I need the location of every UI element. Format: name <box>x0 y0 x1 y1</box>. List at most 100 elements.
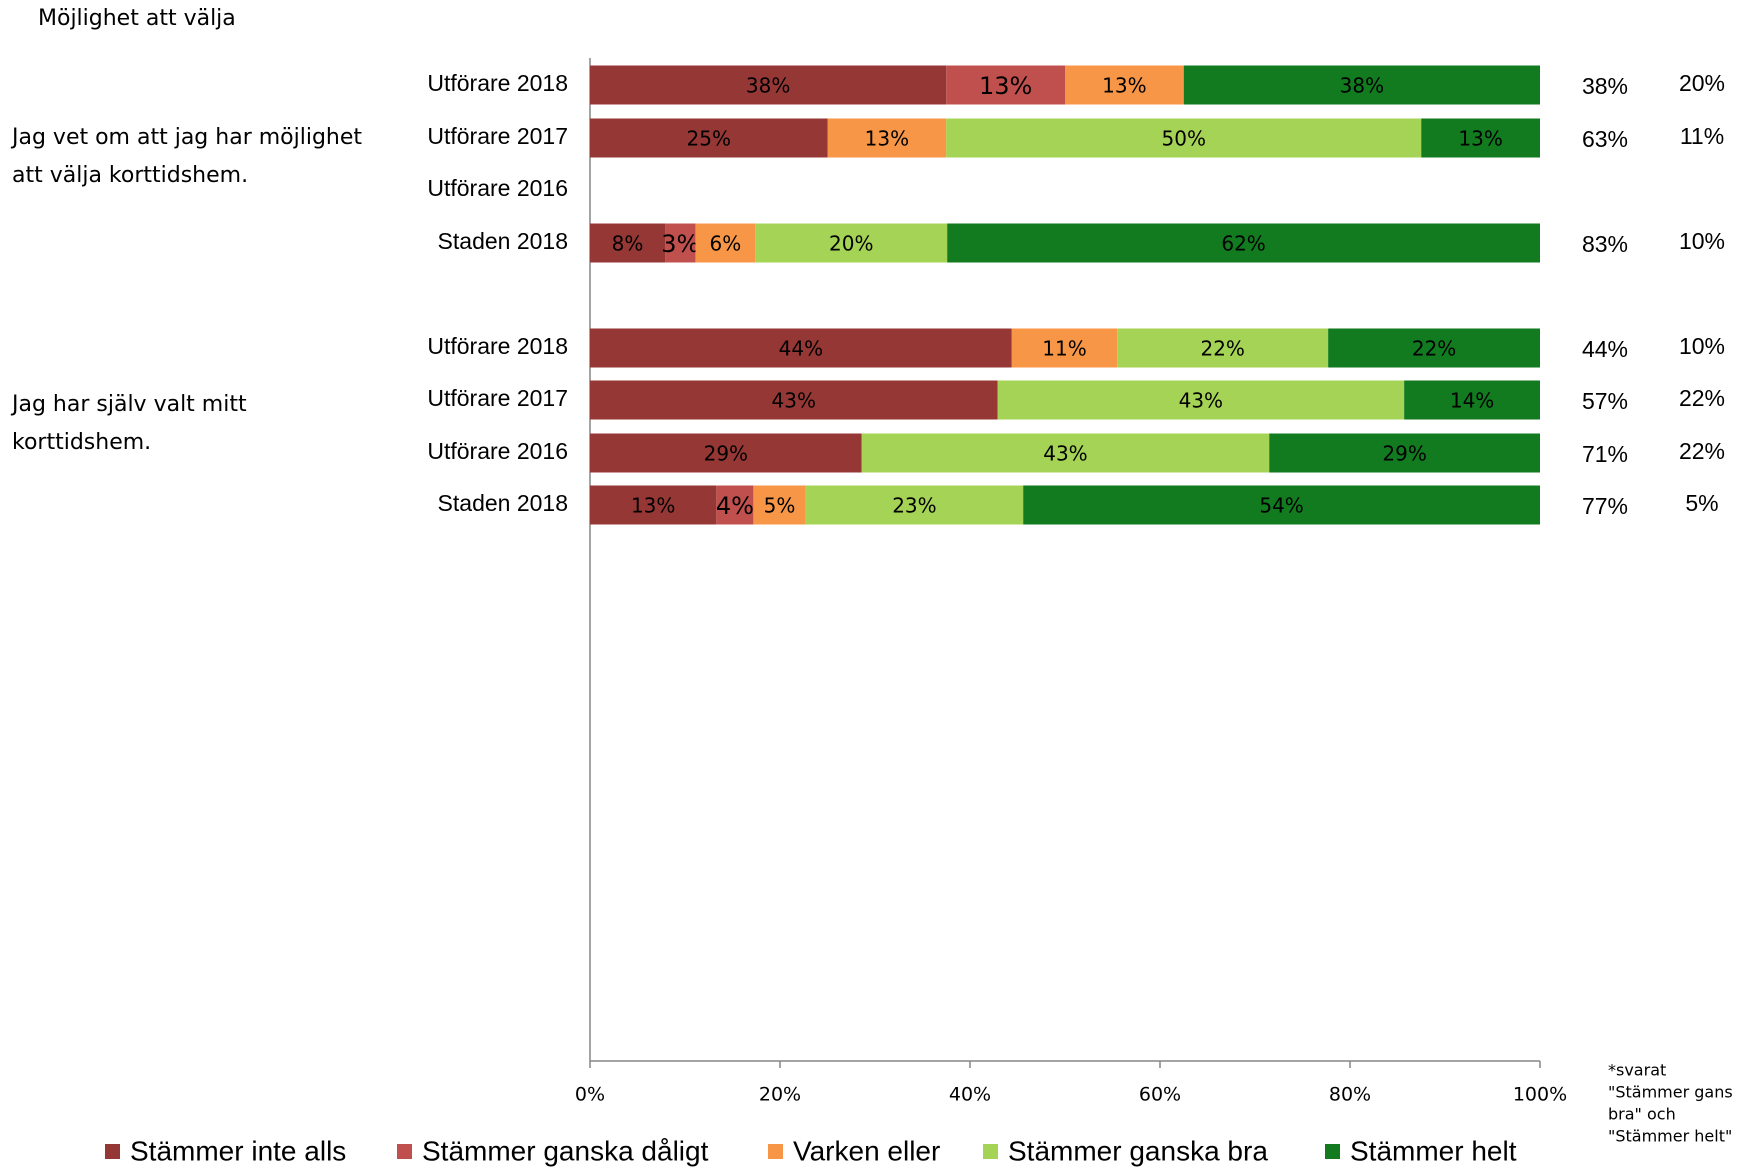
data-label: 29% <box>704 442 748 466</box>
bar-segment <box>590 65 947 105</box>
legend-label: Stämmer ganska dåligt <box>422 1135 709 1166</box>
row-label: Utförare 2016 <box>427 175 568 201</box>
bar-segment <box>753 485 806 525</box>
row-label: Staden 2018 <box>438 228 568 254</box>
row-label: Utförare 2017 <box>427 123 568 149</box>
bar-segment <box>695 223 756 263</box>
question-label: Jag vet om att jag har möjlighet <box>10 125 362 150</box>
data-label: 23% <box>892 494 936 518</box>
data-label: 43% <box>1043 442 1087 466</box>
footnote: bra" och <box>1608 1105 1676 1124</box>
legend-swatch <box>397 1144 412 1159</box>
summary-value: 5% <box>1685 490 1718 516</box>
data-label: 38% <box>746 74 790 98</box>
data-label: 13% <box>865 127 909 151</box>
data-label: 13% <box>979 72 1032 100</box>
bar-segment <box>590 118 828 158</box>
legend-label: Varken eller <box>793 1135 940 1166</box>
data-label: 5% <box>764 494 796 518</box>
chart-title: Möjlighet att välja <box>38 6 236 31</box>
data-label: 20% <box>829 232 873 256</box>
bar-segment <box>1269 433 1540 473</box>
data-label: 43% <box>1179 389 1223 413</box>
summary-value: 71% <box>1582 441 1628 467</box>
bar-segment <box>1421 118 1540 158</box>
x-tick-label: 0% <box>575 1084 605 1106</box>
bar-segment <box>997 380 1405 420</box>
bar-segment <box>946 65 1065 105</box>
legend-label: Stämmer ganska bra <box>1008 1135 1268 1166</box>
bar-segment <box>861 433 1270 473</box>
data-label: 4% <box>716 492 754 520</box>
data-label: 3% <box>661 230 699 258</box>
bar-segment <box>590 485 717 525</box>
question-label: att välja korttidshem. <box>12 163 248 188</box>
summary-value: 44% <box>1582 336 1628 362</box>
summary-value: 20% <box>1679 70 1725 96</box>
x-tick-label: 80% <box>1329 1084 1371 1106</box>
data-label: 54% <box>1259 494 1303 518</box>
data-label: 29% <box>1382 442 1426 466</box>
legend-label: Stämmer helt <box>1350 1135 1517 1166</box>
bar-segment <box>590 433 862 473</box>
legend-swatch <box>1325 1144 1340 1159</box>
legend-swatch <box>105 1144 120 1159</box>
summary-value: 10% <box>1679 228 1725 254</box>
x-tick-label: 40% <box>949 1084 991 1106</box>
footnote: "Stämmer gans <box>1608 1083 1733 1102</box>
summary-value: 57% <box>1582 388 1628 414</box>
bar-segment <box>946 118 1422 158</box>
bar-segment <box>1023 485 1540 525</box>
legend-swatch <box>768 1144 783 1159</box>
data-label: 44% <box>779 337 823 361</box>
question-label: Jag har själv valt mitt <box>10 392 247 417</box>
data-label: 13% <box>631 494 675 518</box>
bar-segment <box>827 118 947 158</box>
bar-segment <box>805 485 1024 525</box>
footnote: "Stämmer helt" <box>1608 1127 1732 1146</box>
legend-label: Stämmer inte alls <box>130 1135 346 1166</box>
summary-value: 11% <box>1680 123 1724 149</box>
summary-value: 22% <box>1679 438 1725 464</box>
x-tick-label: 60% <box>1139 1084 1181 1106</box>
data-label: 6% <box>710 232 742 256</box>
data-label: 22% <box>1412 337 1456 361</box>
question-label: korttidshem. <box>12 430 151 455</box>
data-label: 25% <box>687 127 731 151</box>
data-label: 22% <box>1200 337 1244 361</box>
data-label: 13% <box>1458 127 1502 151</box>
summary-value: 10% <box>1679 333 1725 359</box>
summary-value: 77% <box>1582 493 1628 519</box>
data-label: 14% <box>1450 389 1494 413</box>
bar-segment <box>1183 65 1540 105</box>
x-tick-label: 100% <box>1513 1084 1567 1106</box>
bar-segment <box>1065 65 1184 105</box>
data-label: 62% <box>1221 232 1265 256</box>
data-label: 13% <box>1102 74 1146 98</box>
row-label: Utförare 2018 <box>427 70 568 96</box>
bar-segment <box>716 485 754 525</box>
data-label: 8% <box>612 232 644 256</box>
bar-segment <box>755 223 948 263</box>
summary-value: 38% <box>1582 73 1628 99</box>
row-label: Utförare 2017 <box>427 385 568 411</box>
bar-segment <box>1404 380 1540 420</box>
footnote: *svarat <box>1608 1061 1666 1080</box>
data-label: 11% <box>1042 337 1086 361</box>
bar-segment <box>590 380 998 420</box>
bar-segment <box>1011 328 1118 368</box>
bar-segment <box>1328 328 1540 368</box>
row-label: Utförare 2018 <box>427 333 568 359</box>
data-label: 43% <box>772 389 816 413</box>
bar-segment <box>947 223 1540 263</box>
legend-swatch <box>983 1144 998 1159</box>
bar-segment <box>665 223 696 263</box>
bar-segment <box>590 223 666 263</box>
x-tick-label: 20% <box>759 1084 801 1106</box>
row-label: Staden 2018 <box>438 490 568 516</box>
summary-value: 63% <box>1582 126 1628 152</box>
summary-value: 83% <box>1582 231 1628 257</box>
row-label: Utförare 2016 <box>427 438 568 464</box>
bar-segment <box>590 328 1012 368</box>
